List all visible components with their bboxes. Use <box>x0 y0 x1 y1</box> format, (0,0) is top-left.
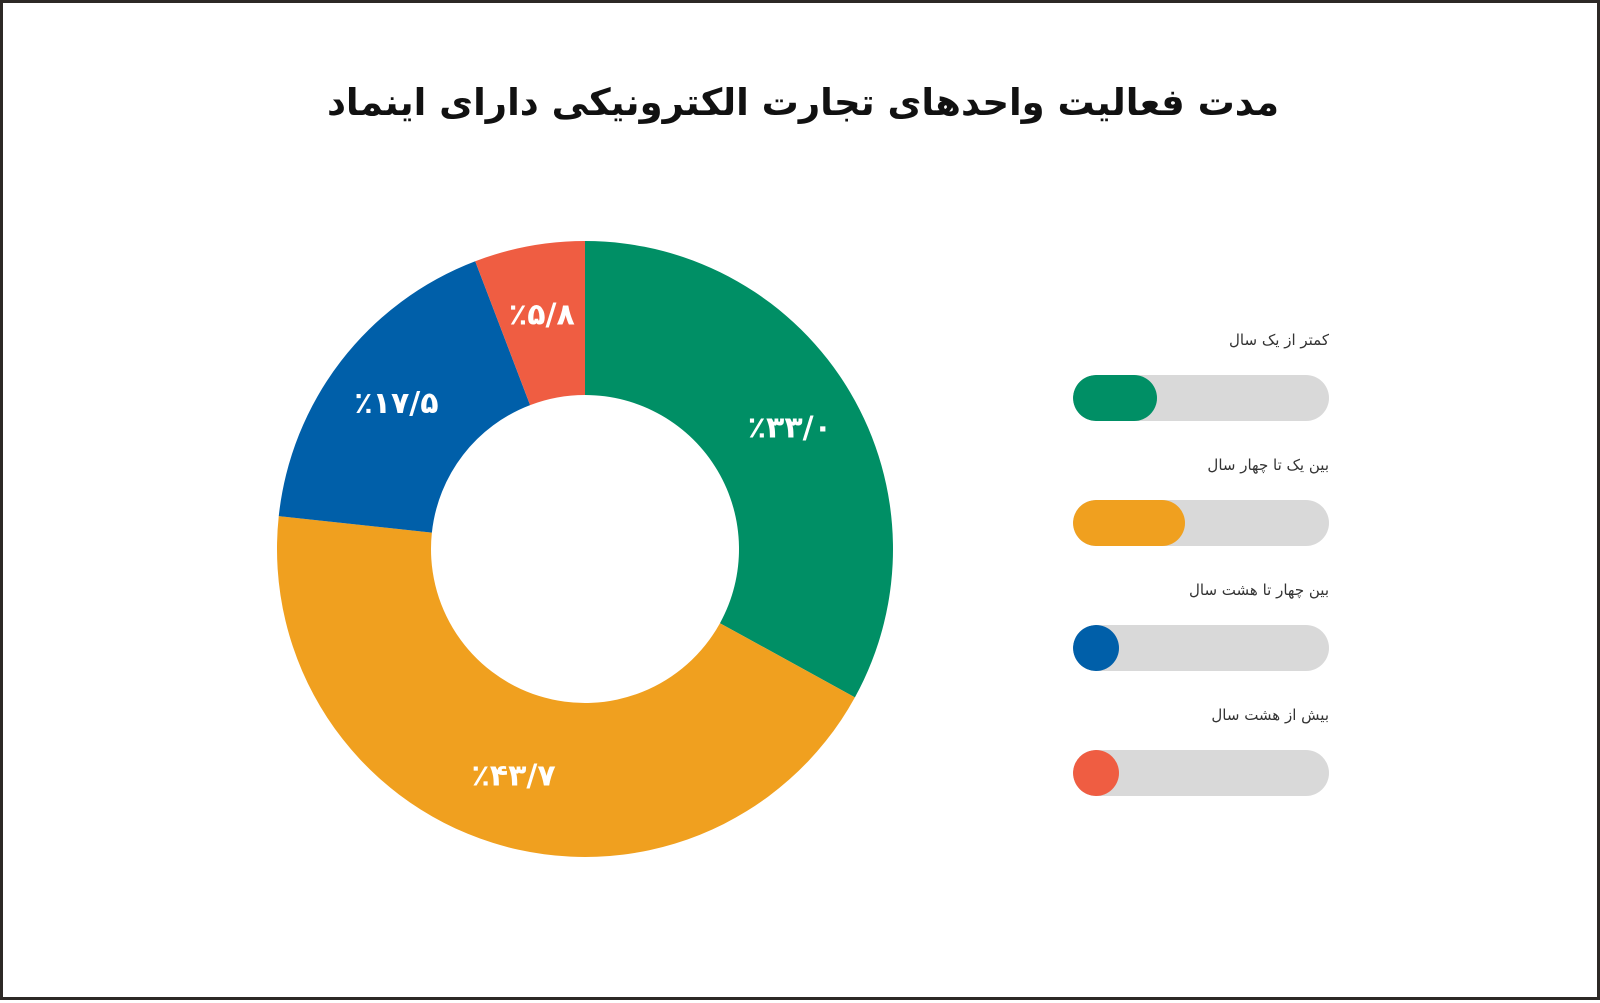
chart-title: مدت فعالیت واحدهای تجارت الکترونیکی دارا… <box>326 81 1280 124</box>
slice-more-than-eight-years <box>475 241 585 406</box>
slice-less-than-one-year <box>585 241 893 698</box>
legend: کمتر از یک سال بین یک تا چهار سال بین چه… <box>1073 325 1329 825</box>
legend-bar-fill <box>1073 375 1158 421</box>
legend-label: بیش از هشت سال <box>1211 706 1329 724</box>
legend-item-less-than-one-year: کمتر از یک سال <box>1073 325 1329 450</box>
legend-label: بین یک تا چهار سال <box>1207 456 1329 474</box>
legend-label: کمتر از یک سال <box>1229 331 1329 349</box>
legend-bar-fill <box>1073 625 1119 671</box>
legend-bar-fill <box>1073 750 1119 796</box>
legend-item-more-than-eight-years: بیش از هشت سال <box>1073 700 1329 825</box>
legend-bar-track <box>1073 625 1329 671</box>
slice-value-label: ٪۵/۸ <box>509 297 575 332</box>
legend-item-four-to-eight-years: بین چهار تا هشت سال <box>1073 575 1329 700</box>
legend-label: بین چهار تا هشت سال <box>1189 581 1329 599</box>
slice-one-to-four-years <box>277 516 855 857</box>
slice-value-label: ٪۴۳/۷ <box>471 759 555 794</box>
donut-chart: ٪۳۳/۰ ٪۴۳/۷ ٪۱۷/۵ ٪۵/۸ <box>277 241 893 857</box>
legend-bar-track <box>1073 750 1329 796</box>
slice-value-label: ٪۱۷/۵ <box>354 386 438 421</box>
slice-four-to-eight-years <box>278 261 531 533</box>
slice-value-label: ٪۳۳/۰ <box>748 410 832 445</box>
legend-bar-track <box>1073 500 1329 546</box>
legend-bar-fill <box>1073 500 1185 546</box>
legend-item-one-to-four-years: بین یک تا چهار سال <box>1073 450 1329 575</box>
legend-bar-track <box>1073 375 1329 421</box>
